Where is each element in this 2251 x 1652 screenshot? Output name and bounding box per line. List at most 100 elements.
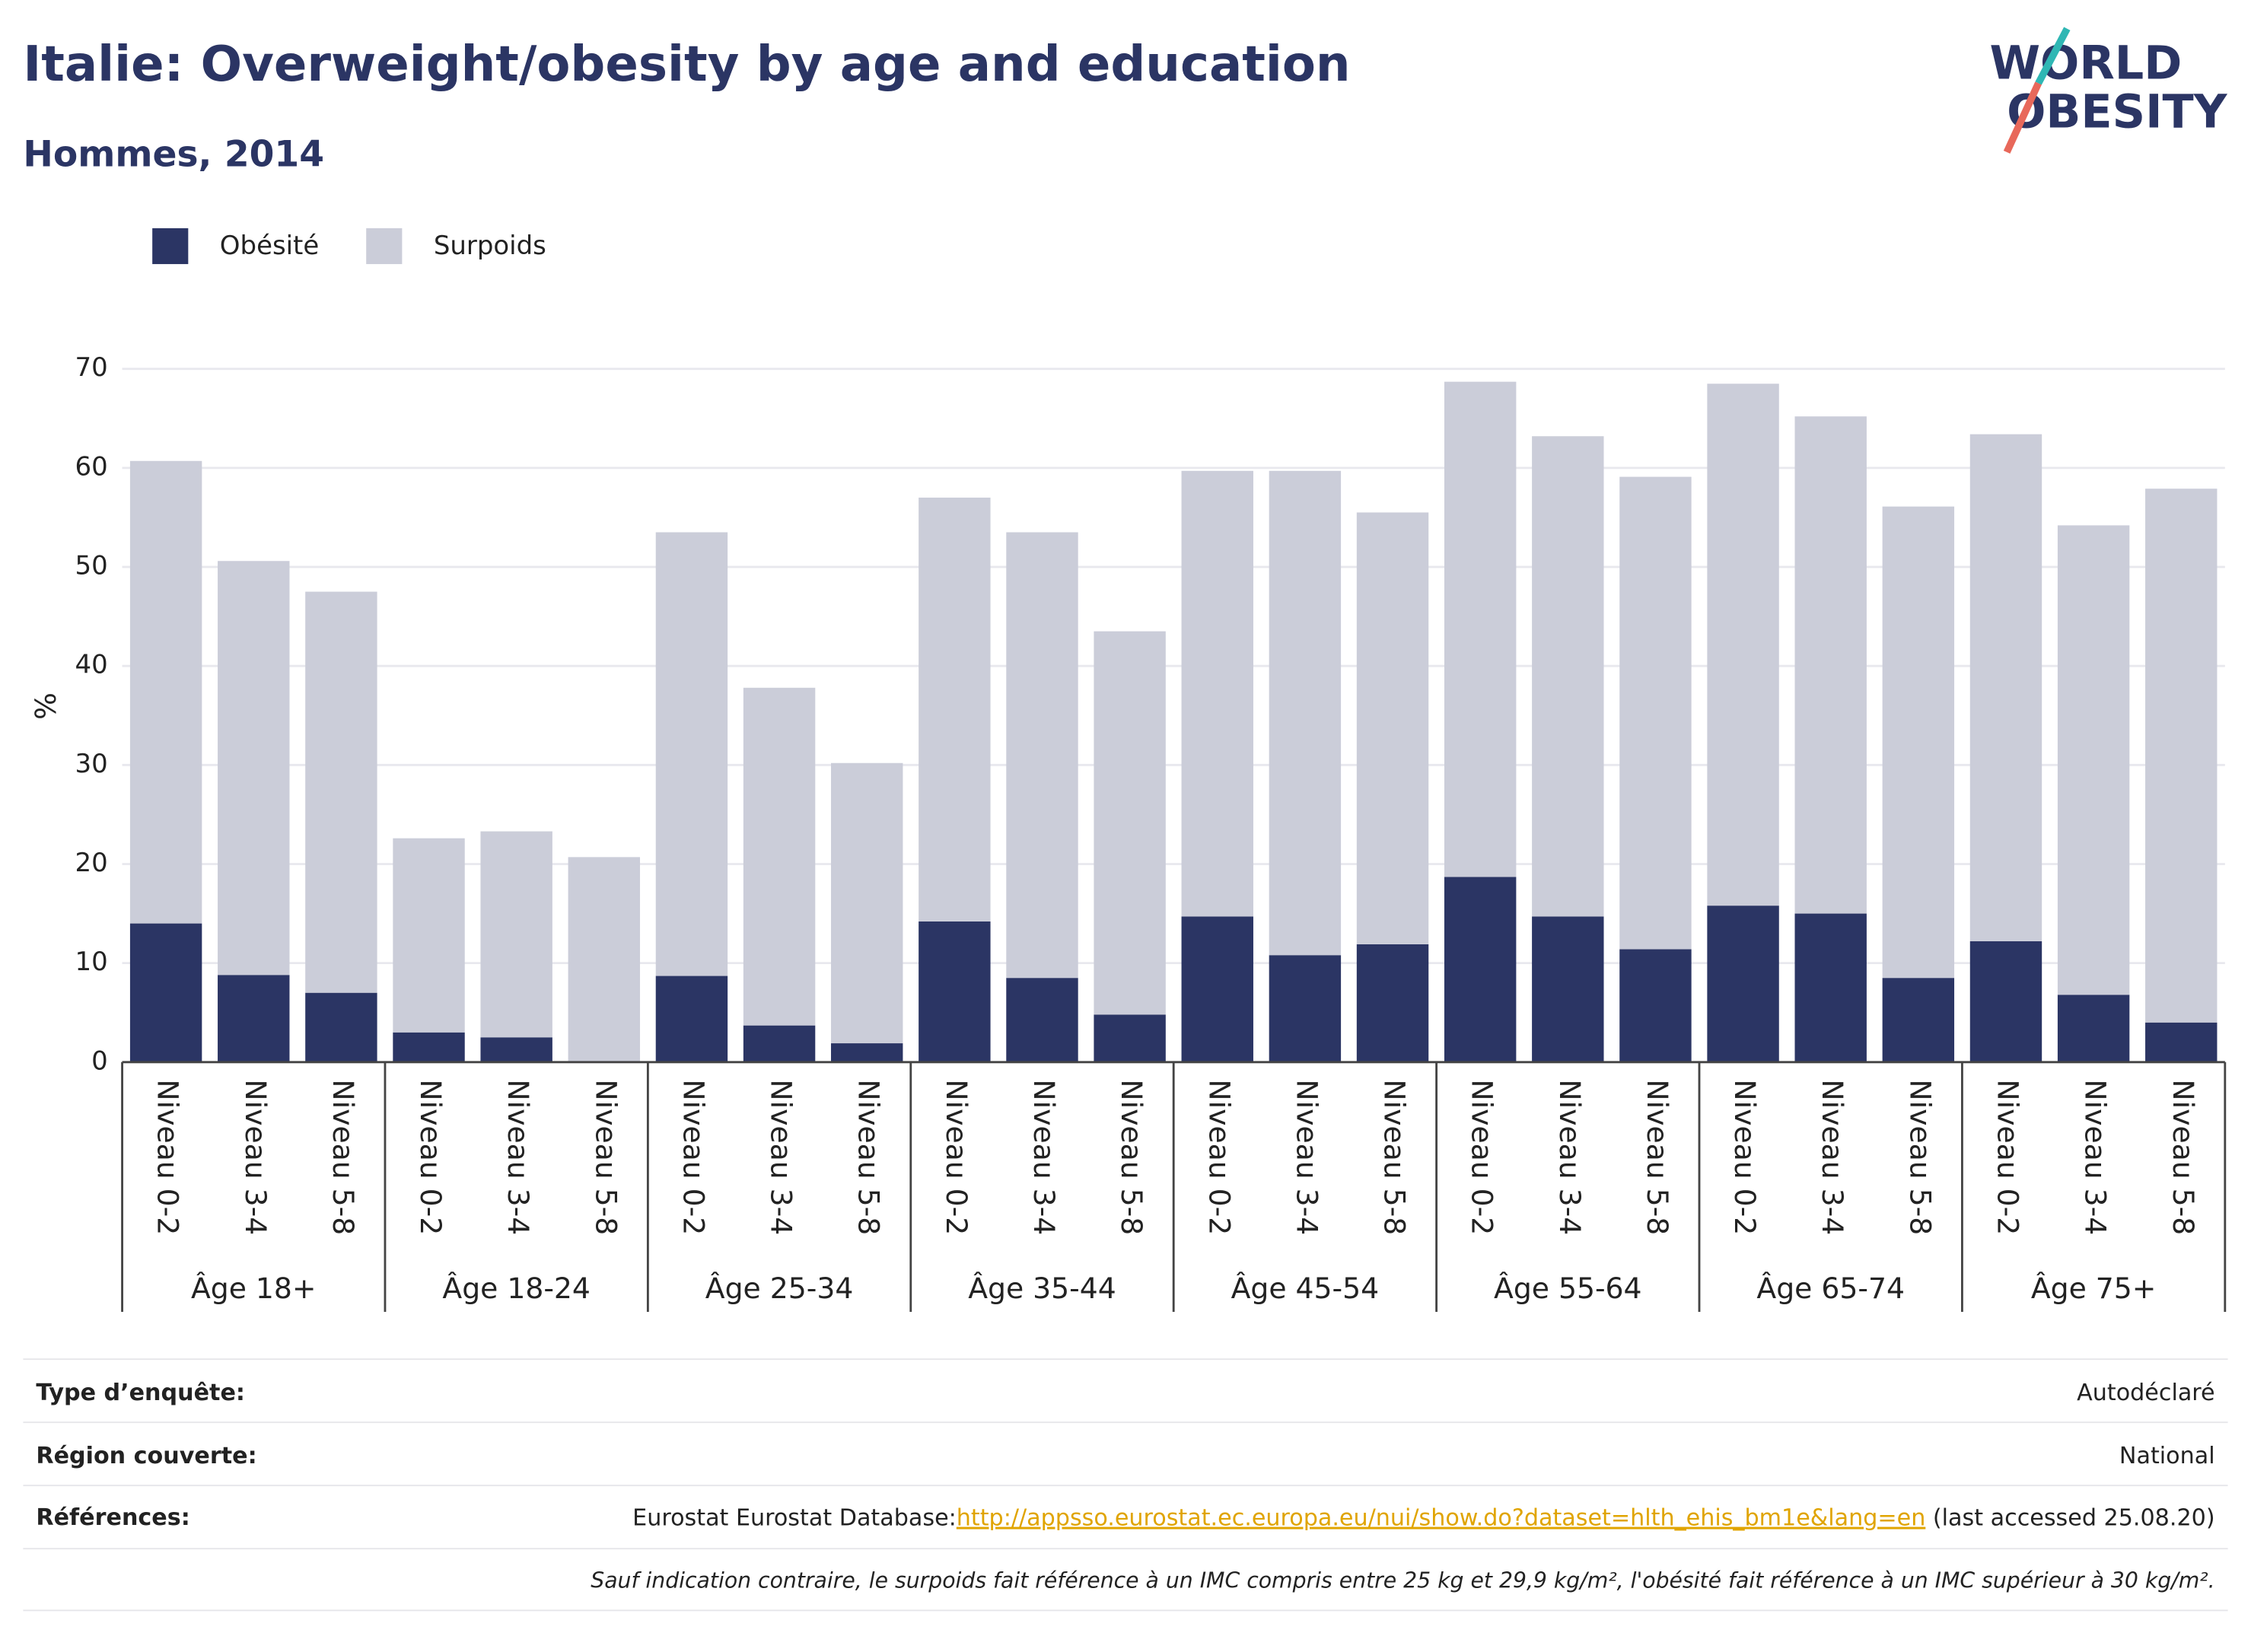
bar-segment <box>1269 955 1342 1062</box>
bar-segment <box>393 838 465 1033</box>
group-label: Âge 55-64 <box>1494 1272 1642 1305</box>
bar-segment <box>1094 1014 1166 1062</box>
y-tick-label: 60 <box>75 451 108 482</box>
x-tick-label: Niveau 0-2 <box>940 1079 973 1235</box>
bar-segment <box>919 497 991 921</box>
bar-segment <box>1794 913 1867 1062</box>
x-tick-label: Niveau 3-4 <box>1290 1079 1323 1235</box>
x-tick-label: Niveau 5-8 <box>2167 1079 2200 1235</box>
bar-segment <box>1619 949 1692 1062</box>
y-tick-label: 30 <box>75 749 108 779</box>
logo-slash <box>2035 27 2071 85</box>
bar-segment <box>480 1037 552 1062</box>
references: Eurostat Eurostat Database:http://appsso… <box>632 1504 2214 1531</box>
x-tick-label: Niveau 3-4 <box>1553 1079 1587 1235</box>
bar-segment <box>1006 532 1078 979</box>
bar-segment <box>1444 381 1517 877</box>
ref-suffix: (last accessed 25.08.20) <box>1933 1504 2215 1531</box>
bar-segment <box>1882 506 1955 979</box>
row-label: Type d’enquête: <box>36 1380 245 1406</box>
x-tick-label: Niveau 5-8 <box>1641 1079 1674 1235</box>
logo-slash <box>2003 81 2042 154</box>
legend-swatch <box>366 228 403 265</box>
bar-segment <box>1094 631 1166 1015</box>
ref-prefix: Eurostat Eurostat Database: <box>632 1504 957 1531</box>
bar-segment <box>1619 476 1692 950</box>
y-tick-label: 10 <box>75 947 108 977</box>
bar-segment <box>655 532 728 976</box>
x-tick-label: Niveau 5-8 <box>1903 1079 1937 1235</box>
bar-segment <box>2145 489 2218 1023</box>
bar-segment <box>1882 978 1955 1062</box>
y-tick-label: 50 <box>75 551 108 581</box>
bar-segment <box>1969 941 2042 1062</box>
x-tick-label: Niveau 0-2 <box>1991 1079 2024 1235</box>
x-tick-label: Niveau 3-4 <box>2079 1079 2113 1235</box>
group-label: Âge 45-54 <box>1231 1272 1380 1305</box>
bar-segment <box>393 1032 465 1062</box>
x-tick-label: Niveau 0-2 <box>1202 1079 1236 1235</box>
bar-segment <box>831 1043 903 1062</box>
bar-segment <box>1707 384 1779 906</box>
x-tick-label: Niveau 5-8 <box>1378 1079 1412 1235</box>
row-value: Autodéclaré <box>2077 1380 2214 1406</box>
x-tick-label: Niveau 3-4 <box>1816 1079 1849 1235</box>
bar-segment <box>655 976 728 1062</box>
bar-segment <box>305 992 377 1062</box>
row-label: Région couverte: <box>36 1443 256 1469</box>
bar-segment <box>129 460 202 924</box>
x-tick-label: Niveau 0-2 <box>677 1079 710 1235</box>
ref-link[interactable]: http://appsso.eurostat.ec.europa.eu/nui/… <box>957 1504 1926 1531</box>
bar-segment <box>2057 525 2130 995</box>
bar-segment <box>1006 978 1078 1062</box>
y-axis-label: % <box>29 692 62 720</box>
bar-segment <box>305 591 377 993</box>
bar-segment <box>743 1025 816 1062</box>
legend-label: Obésité <box>220 231 319 261</box>
x-tick-label: Niveau 0-2 <box>1466 1079 1499 1235</box>
row-label: Références: <box>36 1504 189 1531</box>
bar-segment <box>480 831 552 1038</box>
bar-segment <box>568 857 641 1062</box>
y-tick-label: 0 <box>91 1046 108 1076</box>
row-value: National <box>2119 1443 2215 1469</box>
y-tick-label: 20 <box>75 848 108 878</box>
legend-label: Surpoids <box>434 231 546 261</box>
group-label: Âge 25-34 <box>705 1272 854 1305</box>
x-tick-label: Niveau 0-2 <box>1728 1079 1762 1235</box>
group-label: Âge 18+ <box>191 1272 317 1305</box>
footer: Type d’enquête: Autodéclaré Région couve… <box>23 1358 2228 1612</box>
bar-segment <box>1707 906 1779 1062</box>
bar-segment <box>831 762 903 1044</box>
bar-segment <box>919 921 991 1062</box>
group-label: Âge 35-44 <box>968 1272 1116 1305</box>
bar-segment <box>1356 944 1429 1062</box>
group-label: Âge 75+ <box>2031 1272 2157 1305</box>
bar-segment <box>218 561 290 976</box>
logo-text: OBESITY <box>2007 85 2228 138</box>
bar-segment <box>1532 916 1604 1062</box>
bar-segment <box>1794 416 1867 914</box>
x-tick-label: Niveau 5-8 <box>852 1079 886 1235</box>
bar-segment <box>1444 877 1517 1062</box>
x-tick-label: Niveau 0-2 <box>414 1079 447 1235</box>
x-tick-label: Niveau 5-8 <box>326 1079 360 1235</box>
bar-segment <box>1181 470 1253 917</box>
x-tick-label: Niveau 5-8 <box>589 1079 622 1235</box>
legend-swatch <box>152 228 189 265</box>
x-tick-label: Niveau 3-4 <box>239 1079 272 1235</box>
x-tick-label: Niveau 0-2 <box>151 1079 185 1235</box>
y-tick-label: 40 <box>75 650 108 680</box>
x-tick-label: Niveau 3-4 <box>1027 1079 1061 1235</box>
group-label: Âge 65-74 <box>1756 1272 1905 1305</box>
chart-title: Italie: Overweight/obesity by age and ed… <box>23 36 1350 93</box>
bar-segment <box>1269 470 1342 956</box>
y-tick-label: 70 <box>75 352 108 383</box>
x-tick-label: Niveau 3-4 <box>501 1079 535 1235</box>
bar-segment <box>129 923 202 1062</box>
bar-segment <box>1532 436 1604 917</box>
bar-segment <box>2145 1022 2218 1062</box>
x-tick-label: Niveau 5-8 <box>1115 1079 1148 1235</box>
logo-text: WORLD <box>1989 37 2182 90</box>
